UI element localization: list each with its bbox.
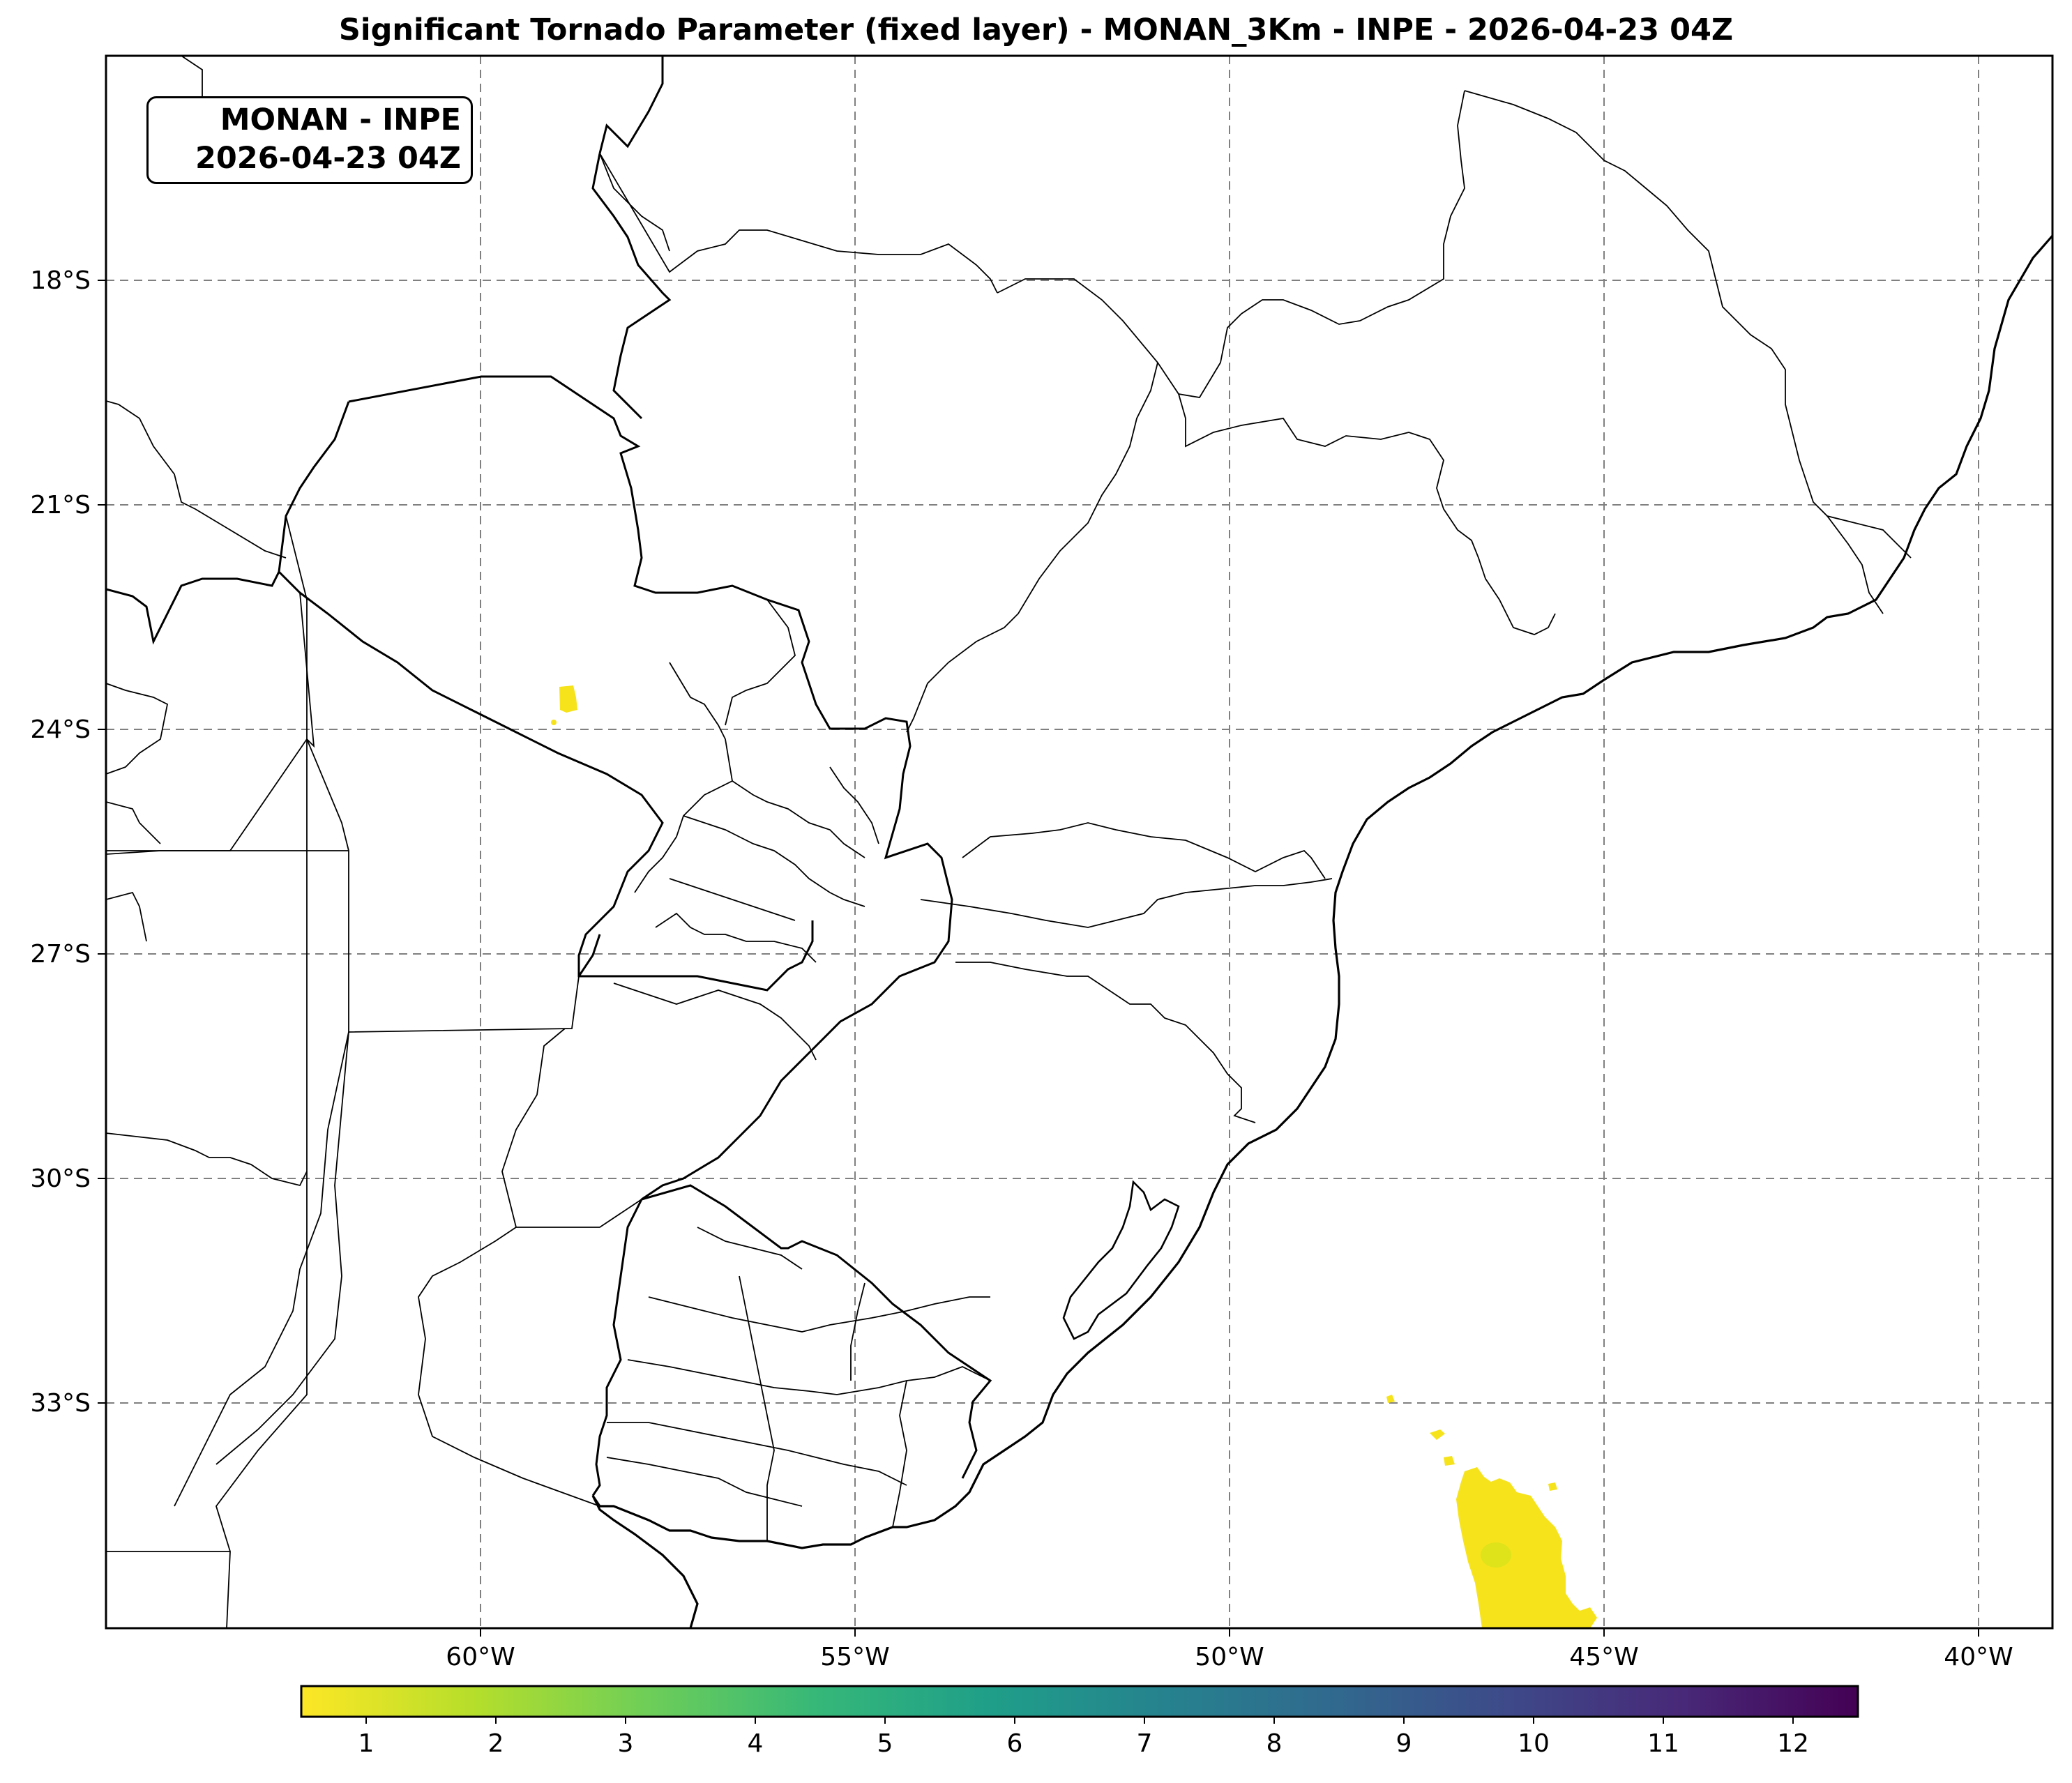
colorbar-tick-label: 1 xyxy=(358,1729,375,1758)
coastline xyxy=(591,234,2052,1628)
lon-tick-label: 50°W xyxy=(1195,1643,1264,1671)
lon-tick-label: 60°W xyxy=(446,1643,515,1671)
stp-area-offshore-small-1 xyxy=(1430,1429,1445,1440)
lat-tick-label: 21°S xyxy=(30,491,91,519)
colorbar-tick-label: 9 xyxy=(1396,1729,1412,1758)
map-frame xyxy=(105,54,2054,1630)
stp-area-offshore-small-4 xyxy=(1548,1482,1557,1491)
stp-field-offshore xyxy=(1386,1395,1597,1628)
stp-field-paraguay xyxy=(551,685,577,725)
stp-area-offshore xyxy=(1456,1467,1597,1628)
lagoa-dos-patos xyxy=(1062,1180,1180,1340)
colorbar-tick-label: 11 xyxy=(1647,1729,1679,1758)
info-box: MONAN - INPE 2026-04-23 04Z xyxy=(146,96,473,184)
colorbar: 1 2 3 4 5 6 7 8 9 10 11 12 xyxy=(300,1685,1859,1758)
lon-tick-label: 55°W xyxy=(820,1643,889,1671)
colorbar-tick-label: 3 xyxy=(618,1729,634,1758)
info-box-line-1: MONAN - INPE xyxy=(220,103,461,137)
colorbar-tick-label: 8 xyxy=(1266,1729,1283,1758)
lon-tick-label: 40°W xyxy=(1944,1643,2013,1671)
chart-title: Significant Tornado Parameter (fixed lay… xyxy=(338,13,1734,47)
country-borders xyxy=(106,56,992,1496)
colorbar-tick-label: 12 xyxy=(1777,1729,1809,1758)
colorbar-ticks: 1 2 3 4 5 6 7 8 9 10 11 12 xyxy=(358,1717,1809,1758)
state-boundaries xyxy=(106,56,1912,1628)
colorbar-tick-label: 6 xyxy=(1007,1729,1023,1758)
colorbar-frame xyxy=(300,1685,1859,1718)
latitude-ticks: 18°S 21°S 24°S 27°S 30°S 33°S xyxy=(30,266,106,1418)
stp-area-paraguay xyxy=(559,685,577,713)
lon-tick-label: 45°W xyxy=(1569,1643,1638,1671)
lat-tick-label: 30°S xyxy=(30,1164,91,1193)
colorbar-tick-label: 4 xyxy=(748,1729,764,1758)
info-box-line-2: 2026-04-23 04Z xyxy=(195,141,461,176)
gridlines xyxy=(106,56,2052,1628)
colorbar-tick-label: 10 xyxy=(1518,1729,1550,1758)
stp-area-offshore-small-2 xyxy=(1386,1395,1395,1403)
longitude-ticks: 60°W 55°W 50°W 45°W 40°W xyxy=(446,1628,2013,1671)
colorbar-fill xyxy=(301,1686,1858,1717)
lat-tick-label: 18°S xyxy=(30,266,91,295)
lat-tick-label: 24°S xyxy=(30,715,91,744)
colorbar-tick-label: 7 xyxy=(1137,1729,1153,1758)
lat-tick-label: 27°S xyxy=(30,940,91,969)
stp-area-offshore-core xyxy=(1481,1542,1511,1568)
stp-area-offshore-small-3 xyxy=(1444,1456,1455,1466)
colorbar-tick-label: 2 xyxy=(488,1729,504,1758)
stp-dot-paraguay xyxy=(551,720,557,725)
colorbar-tick-label: 5 xyxy=(877,1729,893,1758)
lat-tick-label: 33°S xyxy=(30,1389,91,1418)
